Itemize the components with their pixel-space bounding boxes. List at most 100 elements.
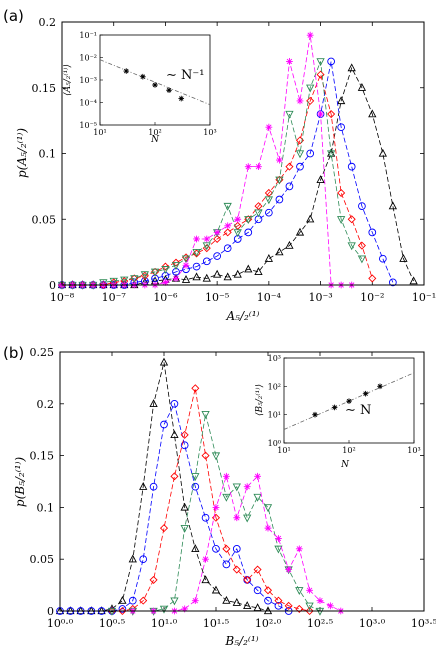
panel-a-series-4-point <box>203 235 211 243</box>
panel-a-series-2-point <box>337 188 346 197</box>
panel-b-xtick-label: 10³·⁰ <box>359 617 386 630</box>
panel-b-ylabel: p(B₅/₂⁽¹⁾) <box>13 457 27 508</box>
panel-b-series-4-point <box>316 597 324 605</box>
panel-a-series-1-point <box>347 162 356 171</box>
panel-a-series-2-line <box>62 73 373 286</box>
panel-b-series-2-point <box>263 586 273 595</box>
panel-b-series-4-point <box>233 514 241 522</box>
panel-a-series-3-point <box>254 209 263 218</box>
panel-b-xtick-label: 10⁰·⁵ <box>99 617 125 630</box>
panel-b-series-2-point <box>170 472 179 481</box>
panel-a-series-3-point <box>316 58 325 67</box>
panel-b-series-2-point <box>118 606 127 616</box>
panel-a-series-4-point <box>244 163 252 171</box>
panel-b-series-0-point <box>191 544 200 553</box>
panel-b-xtick-label: 10²·⁵ <box>307 617 333 630</box>
panel-a-inset-point <box>152 82 158 88</box>
panel-a-series-3-point <box>285 110 294 119</box>
panel-b-series-0-point <box>159 357 169 366</box>
panel-a-xtick-label: 10⁻⁴ <box>257 291 282 304</box>
panel-a-series-3-point <box>181 255 191 264</box>
panel-a-series-4-point <box>265 123 273 131</box>
panel-a-series-1-point <box>296 162 304 171</box>
panel-b-series-1-point <box>160 420 168 429</box>
panel-a-series-3-point <box>120 276 129 285</box>
panel-a-inset-xlabel: N <box>150 135 160 145</box>
panel-b-series-1-point <box>191 482 200 491</box>
panel-a-series-3-point <box>275 176 284 185</box>
panel-a-series-3-point <box>306 84 315 93</box>
panel-b-series-0-point <box>66 606 75 615</box>
panel-b-inset-point <box>331 404 338 411</box>
panel-b-series-1-point <box>118 605 127 613</box>
panel-a-inset-xtick-label: 10² <box>148 128 161 137</box>
panel-a-series-1-point <box>202 257 211 266</box>
panel-a-series-2-point <box>316 70 325 79</box>
panel-b-xtick-label: 10¹·⁵ <box>203 617 229 630</box>
panel-b-series-0-point <box>243 601 252 609</box>
panel-b-inset-point <box>377 383 383 390</box>
panel-a-series-0-point <box>326 148 336 157</box>
panel-a-series-0-point <box>306 214 315 223</box>
panel-b-series-1-point <box>253 586 262 595</box>
panel-a-series-3-point <box>326 150 336 159</box>
panel-a-inset-point <box>139 73 146 80</box>
panel-b-ytick-label: 0.15 <box>30 450 55 463</box>
panel-b-series-3-point <box>159 605 169 614</box>
panel-a-series-2-point <box>264 188 273 197</box>
panel-a-xtick-label: 10⁻¹ <box>412 291 436 304</box>
panel-a-series-1-point <box>389 278 397 287</box>
panel-b-inset-fit-line <box>283 372 415 430</box>
panel-a-series-2-point <box>347 215 356 224</box>
panel-a-series-1-point <box>358 202 366 210</box>
panel-b-xtick-label: 10²·⁰ <box>255 617 282 630</box>
panel-a-series-3-point <box>161 266 170 274</box>
panel-b-series-0-point <box>55 606 65 615</box>
panel-a-series-4-point <box>234 215 242 223</box>
panel-b-series-4-point <box>181 605 189 613</box>
panel-b-series-2-point <box>139 596 148 605</box>
panel-a-inset-annotation: ∼ N⁻¹ <box>166 68 204 83</box>
panel-b-xlabel: B₅/₂⁽¹⁾ <box>224 634 258 648</box>
panel-a-series-3-point <box>202 242 211 251</box>
panel-b-series-2-point <box>305 606 314 616</box>
panel-a-series-4-point <box>172 275 180 282</box>
panel-b-series-3-point <box>295 587 304 595</box>
panel-a-series-4-point <box>213 229 221 236</box>
panel-a-series-3-point <box>140 271 149 280</box>
panel-b-ytick-label: 0.2 <box>37 398 55 411</box>
panel-a-ytick-label: 0 <box>49 279 56 292</box>
panel-b-inset-marks <box>283 372 415 430</box>
panel-b-series-0-point <box>232 598 241 606</box>
panel-b-series-1-point <box>222 560 231 569</box>
panel-b-series-2-point <box>243 575 252 584</box>
panel-a-series-1-point <box>306 149 315 158</box>
panel-b-series-3-point <box>253 493 262 502</box>
panel-b-xtick-label: 10¹·⁰ <box>151 617 178 630</box>
panel-b-series-2-point <box>253 565 262 574</box>
panel-b-series-4-point <box>264 524 272 532</box>
panel-b-series-1-point <box>170 399 179 408</box>
panel-b-series-0-point <box>97 606 106 615</box>
panel-a-series-4-point <box>162 278 169 286</box>
panel-b-inset-point <box>362 390 369 397</box>
panel-a-series-2-point <box>223 228 232 237</box>
panel-a-xtick-label: 10⁻³ <box>308 291 332 304</box>
panel-b-label: (b) <box>3 344 24 362</box>
panel-b-series-4-point <box>285 566 293 573</box>
panel-b-series-2-point <box>274 596 283 605</box>
panel-a-series-0-point <box>285 240 294 249</box>
panel-a-series-0-point <box>295 227 305 236</box>
panel-a-inset-ticks: 10¹ 10² 10³ 10⁻⁵ 10⁻⁴ 10⁻³ 10⁻² 10⁻¹ <box>79 31 216 137</box>
panel-b: (b) 10⁰·⁰ 10⁰·⁵ 10¹·⁰ 10¹·⁵ 10²·⁰ 10²·⁵ 10³·⁰ 1… <box>3 344 436 648</box>
panel-b-series-0-point <box>87 606 96 615</box>
panel-a-series-3-point <box>264 196 274 205</box>
panel-b-xtick-label: 10³·⁵ <box>411 617 436 630</box>
panel-b-series-3-point <box>222 493 231 502</box>
panel-a-inset-point <box>166 87 172 94</box>
panel-b-ytick-label: 0 <box>47 605 54 618</box>
panel-b-ytick-label: 0.1 <box>37 501 55 514</box>
panel-a-series-0-point <box>378 148 387 157</box>
